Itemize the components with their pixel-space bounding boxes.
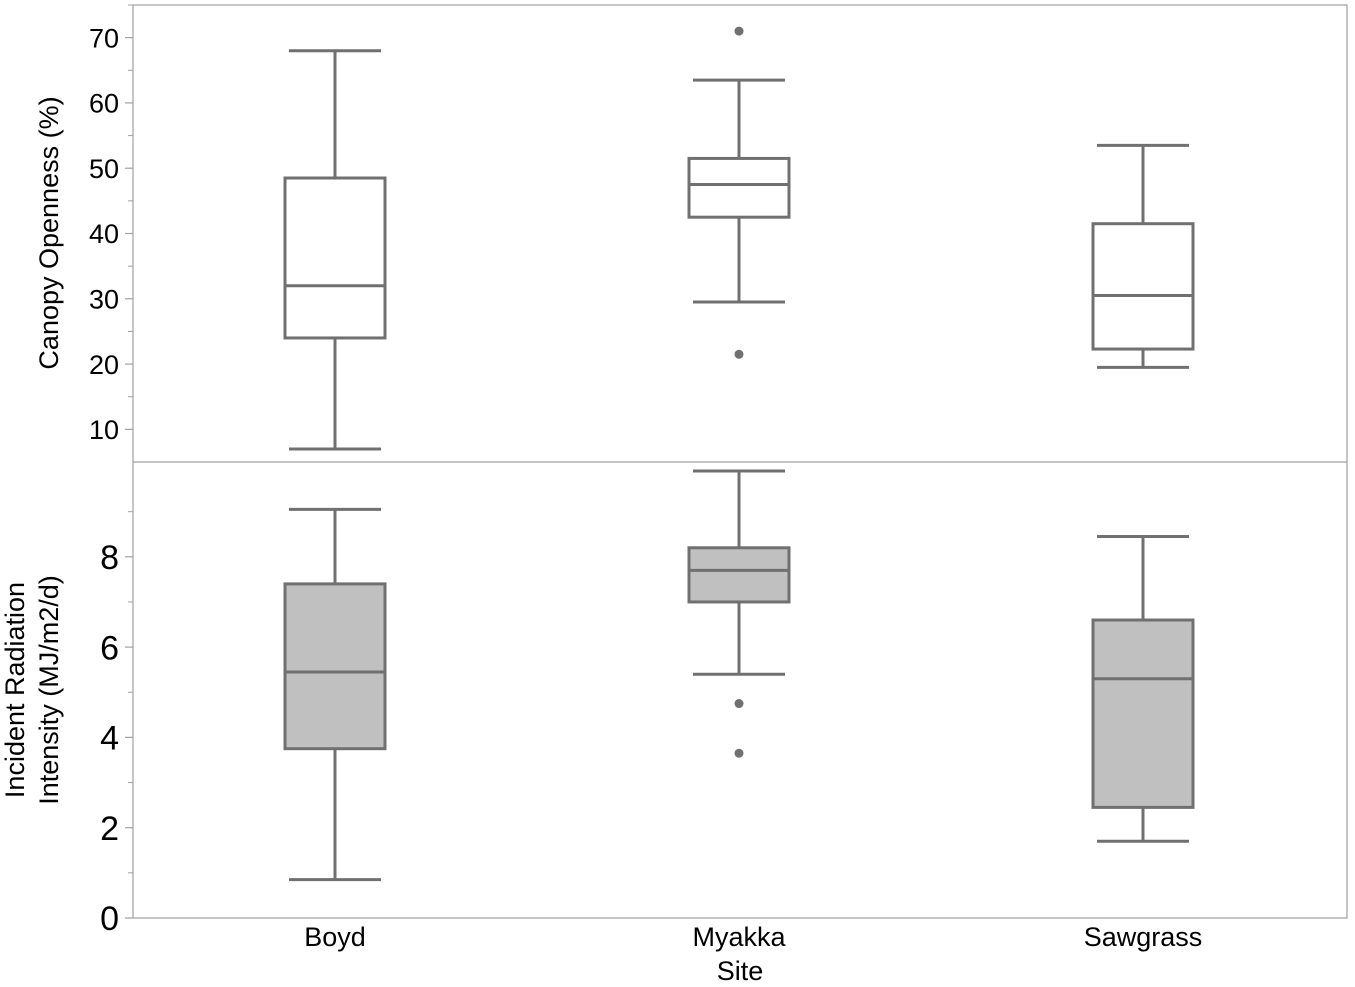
- plot-marks: [283, 26, 1195, 882]
- y-tick-label: 60: [89, 89, 119, 119]
- x-tick-label: Sawgrass: [1084, 922, 1203, 952]
- outlier-point: [734, 748, 744, 758]
- y-tick-label: 70: [89, 23, 119, 53]
- iqr-box: [687, 546, 791, 604]
- box-sawgrass: [1091, 534, 1195, 843]
- iqr-box: [1091, 618, 1195, 809]
- box-sawgrass: [1091, 143, 1195, 369]
- y-axis-title-bottom-line: Incident Radiation: [0, 582, 30, 798]
- y-tick-label: 10: [89, 415, 119, 445]
- box-boyd: [283, 49, 387, 451]
- iqr-box: [283, 582, 387, 751]
- iqr-box: [687, 156, 791, 219]
- outlier-point: [734, 26, 744, 36]
- outlier-point: [734, 349, 744, 359]
- y-tick-label: 20: [89, 350, 119, 380]
- y-tick-label: 8: [100, 539, 119, 577]
- iqr-box: [1091, 222, 1195, 351]
- y-tick-label: 6: [100, 629, 119, 667]
- y-tick-label: 40: [89, 219, 119, 249]
- x-tick-label: Myakka: [692, 922, 786, 952]
- y-tick-label: 2: [100, 810, 119, 848]
- outlier-point: [734, 699, 744, 709]
- x-tick-label: Boyd: [304, 922, 366, 952]
- y-tick-label: 30: [89, 285, 119, 315]
- y-axis-title-top: Canopy Openness (%): [34, 96, 64, 369]
- y-tick-label: 0: [100, 900, 119, 938]
- plot-frames: [132, 4, 1348, 919]
- y-tick-label: 50: [89, 154, 119, 184]
- x-axis-title: Site: [717, 956, 764, 986]
- box-myakka: [687, 469, 791, 758]
- iqr-box: [283, 176, 387, 340]
- box-myakka: [687, 26, 791, 359]
- axes: 10 20 30 40 50 60 70 Canopy Openness (%) 0 2 4 6 8 In…: [0, 4, 1203, 952]
- y-tick-label: 4: [100, 720, 119, 758]
- box-boyd: [283, 507, 387, 882]
- y-axis-title-bottom-line: Intensity (MJ/m2/d): [34, 575, 64, 805]
